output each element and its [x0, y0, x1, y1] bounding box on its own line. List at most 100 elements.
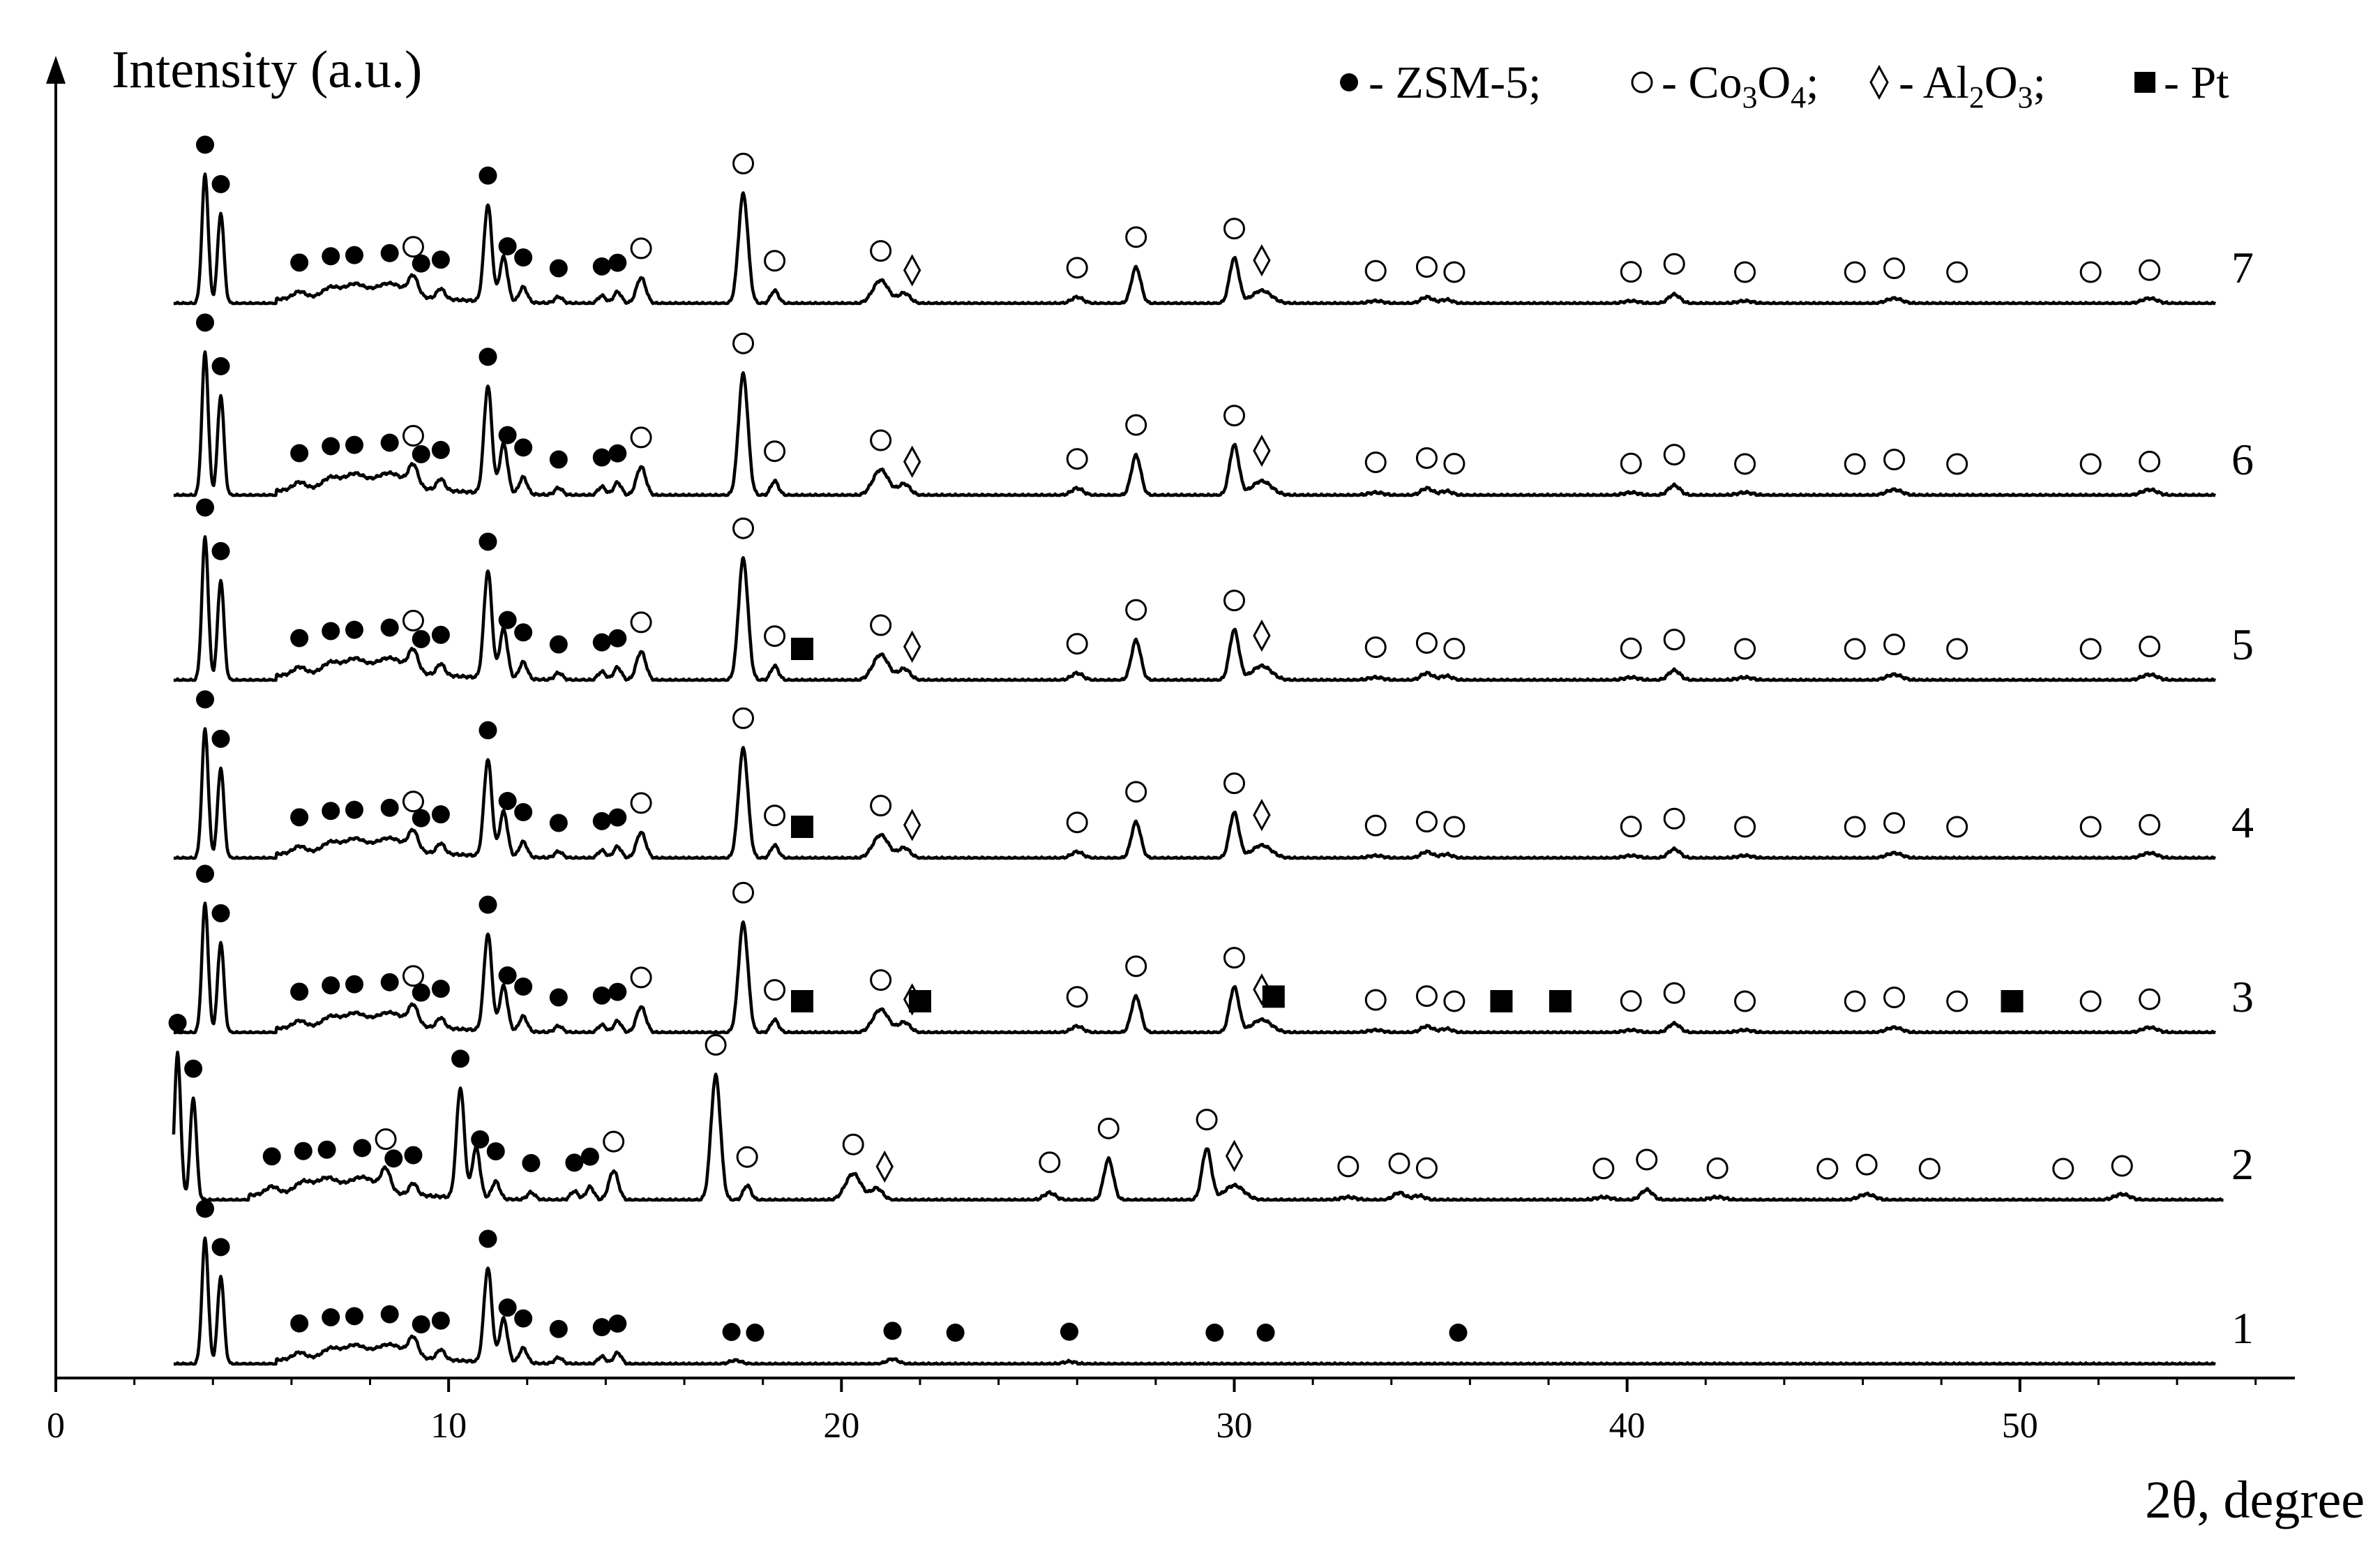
series-line-5 [172, 535, 2217, 682]
marker-zsm-5-6 [479, 347, 497, 366]
marker-zsm-5-3 [608, 982, 627, 1001]
marker-co3o4-6 [1125, 414, 1147, 436]
marker-co3o4-2 [375, 1128, 397, 1151]
marker-al2o3-2 [875, 1150, 894, 1183]
marker-zsm-5-2 [486, 1142, 505, 1161]
marker-co3o4-5 [1125, 599, 1147, 621]
x-tick-label: 40 [1609, 1406, 1645, 1446]
marker-co3o4-5 [1223, 590, 1245, 612]
marker-zsm-5-1 [498, 1298, 517, 1317]
marker-co3o4-6 [1844, 453, 1866, 475]
series-label-1: 1 [2231, 1303, 2254, 1353]
marker-zsm-5-4 [412, 809, 430, 828]
marker-co3o4-5 [764, 625, 786, 647]
marker-zsm-5-6 [380, 433, 399, 452]
series-line-3 [172, 901, 2217, 1035]
marker-zsm-5-5 [592, 633, 611, 652]
marker-co3o4-5 [870, 614, 892, 636]
marker-co3o4-2 [1415, 1157, 1438, 1179]
marker-zsm-5-5 [549, 635, 568, 654]
marker-co3o4-6 [764, 440, 786, 463]
marker-zsm-5-1 [592, 1318, 611, 1337]
marker-co3o4-6 [2139, 451, 2161, 473]
marker-zsm-5-4 [322, 802, 340, 821]
marker-co3o4-2 [2052, 1158, 2074, 1180]
x-tick-label: 0 [47, 1406, 65, 1446]
marker-zsm-5-3 [290, 982, 309, 1001]
marker-zsm-5-7 [549, 259, 568, 278]
marker-zsm-5-2 [262, 1147, 281, 1166]
marker-co3o4-4 [630, 792, 652, 814]
marker-al2o3-4 [1253, 799, 1271, 832]
marker-zsm-5-4 [211, 729, 230, 748]
marker-zsm-5-3 [211, 904, 230, 922]
marker-co3o4-4 [1223, 772, 1245, 795]
marker-al2o3-5 [903, 630, 921, 663]
marker-co3o4-7 [2139, 259, 2161, 281]
series-label-6: 6 [2231, 435, 2254, 484]
marker-co3o4-3 [402, 965, 424, 987]
marker-zsm-5-1 [211, 1238, 230, 1257]
marker-zsm-5-2 [451, 1049, 470, 1068]
marker-zsm-5-6 [196, 313, 214, 332]
series-line-1 [172, 1236, 2217, 1366]
marker-zsm-5-3 [322, 976, 340, 995]
marker-co3o4-7 [2079, 261, 2102, 283]
marker-co3o4-5 [1066, 633, 1088, 655]
legend-marker-al2o3 [1869, 64, 1889, 100]
marker-co3o4-5 [630, 611, 652, 634]
marker-al2o3-7 [903, 254, 921, 287]
marker-co3o4-4 [870, 795, 892, 817]
marker-zsm-5-7 [479, 166, 497, 185]
marker-co3o4-6 [1364, 451, 1387, 474]
marker-co3o4-3 [1125, 955, 1147, 978]
marker-co3o4-6 [1415, 447, 1438, 470]
marker-zsm-5-5 [608, 629, 627, 647]
marker-zsm-5-1 [345, 1307, 363, 1326]
marker-zsm-5-1 [290, 1314, 309, 1333]
marker-zsm-5-6 [322, 437, 340, 456]
marker-co3o4-6 [402, 425, 424, 447]
marker-co3o4-2 [842, 1133, 864, 1155]
marker-co3o4-7 [1443, 261, 1466, 283]
marker-co3o4-4 [764, 804, 786, 827]
marker-co3o4-5 [1415, 632, 1438, 654]
series-label-4: 4 [2231, 798, 2254, 847]
marker-co3o4-2 [1706, 1157, 1728, 1179]
marker-zsm-5-2 [353, 1139, 372, 1158]
marker-zsm-5-4 [345, 800, 363, 819]
marker-pt-3 [1262, 985, 1285, 1008]
marker-zsm-5-6 [608, 444, 627, 463]
marker-al2o3-5 [1253, 619, 1271, 652]
marker-zsm-5-7 [412, 254, 430, 273]
marker-co3o4-2 [736, 1146, 758, 1168]
marker-co3o4-4 [1415, 811, 1438, 833]
marker-zsm-5-1 [608, 1315, 627, 1333]
axes-layer: 0 10 20 30 40 50 Intensity (a.u.) 2θ, degree [46, 40, 2365, 1529]
marker-zsm-5-5 [380, 618, 399, 637]
marker-zsm-5-5 [345, 620, 363, 639]
marker-zsm-5-4 [431, 805, 450, 824]
marker-zsm-5-7 [211, 174, 230, 193]
x-tick-label: 10 [430, 1406, 467, 1446]
marker-co3o4-3 [732, 881, 755, 904]
marker-zsm-5-5 [498, 611, 517, 629]
marker-zsm-5-2 [565, 1153, 584, 1172]
marker-zsm-5-6 [592, 448, 611, 467]
series-line-7 [172, 172, 2217, 306]
legend-marker-pt [2134, 72, 2155, 93]
marker-co3o4-2 [2111, 1155, 2133, 1177]
marker-co3o4-4 [1125, 781, 1147, 803]
marker-co3o4-2 [1097, 1117, 1120, 1139]
marker-co3o4-4 [732, 707, 755, 729]
marker-pt-3 [908, 990, 931, 1012]
series-label-5: 5 [2231, 620, 2254, 669]
marker-zsm-5-1 [722, 1322, 741, 1341]
marker-co3o4-6 [1223, 405, 1245, 427]
series-label-3: 3 [2231, 972, 2254, 1021]
marker-zsm-5-6 [290, 444, 309, 463]
marker-co3o4-5 [1734, 638, 1756, 660]
marker-co3o4-6 [1620, 452, 1642, 474]
marker-zsm-5-7 [322, 247, 340, 266]
marker-zsm-5-1 [322, 1308, 340, 1326]
